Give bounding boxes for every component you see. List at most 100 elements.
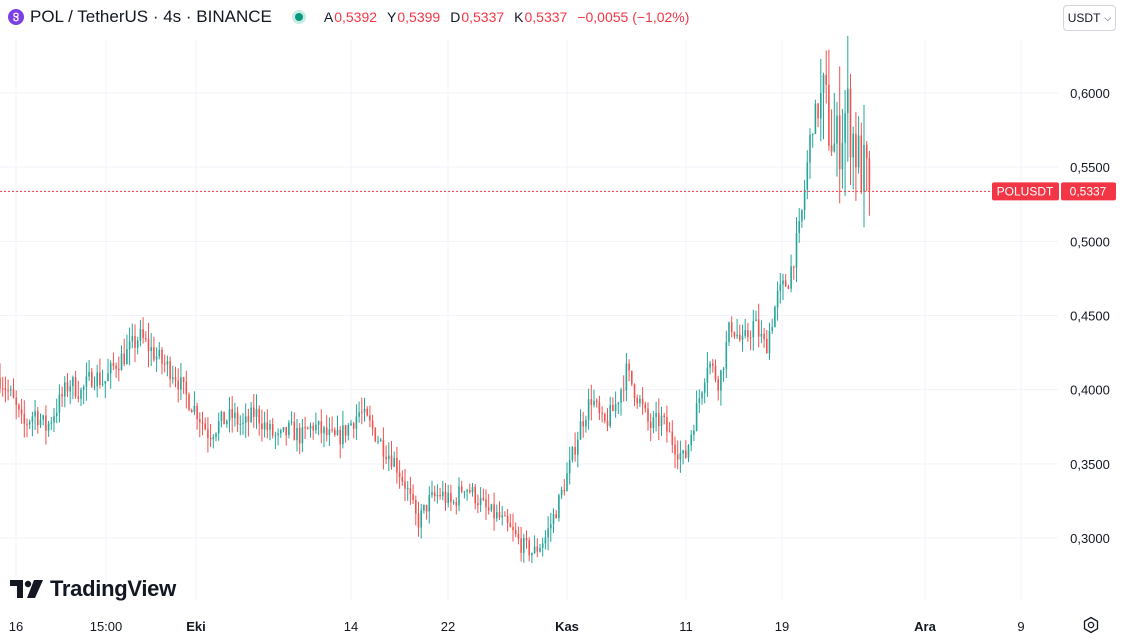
candle-body (28, 421, 31, 425)
candle-body (822, 74, 825, 93)
candle-body (428, 495, 431, 512)
candle-body (795, 232, 798, 268)
candle-body (817, 103, 819, 119)
candle-body (104, 380, 107, 384)
candle-body (606, 420, 609, 427)
candle-body (811, 133, 814, 135)
candle-body (668, 431, 671, 433)
candle-body (396, 457, 398, 473)
price-tag-value: 0,5337 (1070, 184, 1107, 198)
candle-body (23, 414, 26, 424)
candle-body (236, 412, 239, 425)
candle-body (417, 513, 420, 528)
candle-body (690, 434, 692, 446)
candle-body (552, 514, 555, 525)
candle-body (558, 495, 560, 519)
candle-body (112, 363, 115, 366)
candle-body (72, 377, 74, 387)
candle-body (504, 515, 506, 517)
candle-body (585, 420, 587, 427)
x-tick-label: 9 (1017, 619, 1024, 634)
candle-body (609, 404, 611, 427)
candle-body (644, 404, 647, 409)
candle-body (377, 440, 379, 442)
market-open-dot-icon (291, 10, 306, 24)
candle-body (633, 384, 636, 399)
candle-body (363, 408, 366, 413)
candle-body (261, 423, 263, 430)
candle-body (568, 459, 571, 474)
tradingview-logo[interactable]: TradingView (10, 576, 176, 602)
candle-body (598, 402, 601, 414)
candle-body (863, 144, 865, 192)
settings-icon[interactable] (1082, 616, 1100, 634)
candle-body (490, 504, 493, 511)
candle-body (517, 534, 520, 539)
candle-body (280, 430, 282, 434)
candle-body (660, 415, 663, 427)
candle-body (239, 423, 242, 425)
currency-selector-button[interactable]: USDT ⌵ (1063, 5, 1116, 31)
candle-body (242, 422, 244, 424)
chart-header: POL / TetherUS · 4s · BINANCE A 0,5392 Y… (8, 6, 689, 28)
y-tick-label: 0,4000 (1070, 383, 1110, 398)
candle-body (717, 379, 719, 391)
x-tick-label: 11 (679, 619, 693, 634)
candle-body (212, 437, 215, 440)
candle-body (390, 455, 393, 467)
candle-body (26, 423, 28, 425)
candle-body (571, 447, 574, 460)
candle-body (123, 353, 125, 365)
y-tick-label: 0,3500 (1070, 457, 1110, 472)
symbol-title[interactable]: POL / TetherUS · 4s · BINANCE (30, 7, 272, 26)
candle-body (358, 412, 360, 417)
candle-body (271, 424, 274, 436)
candle-body (471, 486, 474, 493)
candle-body (636, 398, 638, 404)
candle-body (118, 368, 120, 371)
candle-body (247, 416, 250, 422)
candle-body (185, 381, 188, 395)
candle-body (625, 363, 628, 391)
candle-body (525, 538, 528, 541)
candle-body (728, 322, 730, 342)
candle-body (706, 367, 709, 383)
candle-body (298, 427, 301, 444)
candle-body (328, 429, 331, 436)
candle-body (466, 490, 468, 492)
candle-body (20, 409, 23, 415)
candle-body (649, 421, 652, 428)
price-change: −0,0055 (−1,02%) (577, 9, 690, 25)
candle-body (344, 425, 347, 436)
candle-body (34, 411, 36, 417)
candle-body (828, 84, 830, 146)
candle-body (312, 425, 314, 431)
candle-body (574, 447, 576, 455)
candle-body (820, 92, 822, 119)
candle-body (744, 330, 746, 336)
candle-body (69, 386, 71, 392)
candle-body (498, 512, 501, 518)
candle-body (528, 540, 530, 556)
candle-body (460, 486, 463, 492)
candle-body (398, 472, 401, 478)
candle-body (493, 504, 495, 519)
candle-body (720, 370, 722, 391)
candle-body (749, 337, 752, 339)
candle-body (479, 498, 482, 506)
open-value: 0,5392 (334, 9, 378, 25)
candle-body (620, 389, 622, 403)
candle-body (420, 510, 422, 528)
candle-body (139, 329, 142, 341)
candle-body (336, 429, 339, 435)
candle-body (4, 388, 7, 391)
candle-body (695, 403, 698, 431)
candle-body (285, 427, 287, 436)
candle-body (682, 450, 684, 454)
candle-body (698, 398, 701, 404)
candle-body (296, 427, 298, 441)
candle-body (757, 319, 760, 337)
candle-body (228, 409, 231, 421)
candle-body (201, 422, 204, 424)
